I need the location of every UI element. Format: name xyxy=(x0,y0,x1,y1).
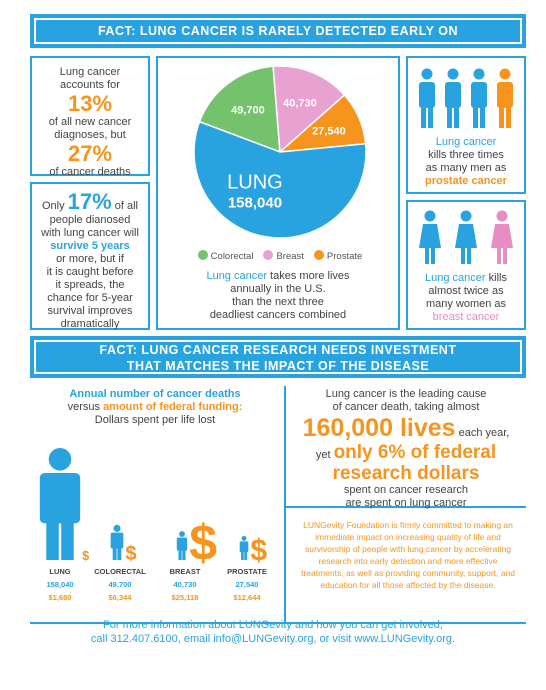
left2-l8: chance for 5-year xyxy=(47,292,133,304)
research-big2: only 6% of federal xyxy=(333,442,497,463)
bar-label-breast: BREAST 40,730 $25,118 xyxy=(169,567,201,602)
man-icon-orange xyxy=(497,68,513,128)
pie-caption: Lung cancer takes more lives annually in… xyxy=(170,270,386,322)
bar-label-lung: LUNG 158,040 $1,680 xyxy=(46,567,74,602)
pie-slice-colorectal xyxy=(198,65,281,154)
right1-hl2: prostate cancer xyxy=(425,175,507,187)
funding-icon-colorectal: $ xyxy=(125,543,136,564)
left2-l3: with lung cancer will xyxy=(41,227,139,239)
legend-breast: Breast xyxy=(263,250,304,262)
pie-caption-l2: annually in the U.S. xyxy=(230,283,326,295)
banner-research: FACT: LUNG CANCER RESEARCH NEEDS INVESTM… xyxy=(30,336,526,378)
death-icon-lung xyxy=(39,448,81,560)
funding-icon-prostate: $ xyxy=(250,534,267,564)
bar-label-colorectal: COLORECTAL 49,700 $6,344 xyxy=(94,567,146,602)
right2-l2: almost twice as xyxy=(428,285,504,297)
research-stat-box: Lung cancer is the leading cause of canc… xyxy=(286,386,526,509)
deaths-title-l3: Dollars spent per life lost xyxy=(94,414,216,426)
research-each: each year, xyxy=(455,427,510,439)
left2-l4: survive 5 years xyxy=(50,240,130,252)
pie-slice-lung xyxy=(193,120,367,239)
death-icon-colorectal xyxy=(110,524,124,560)
research-l4: are spent on lung cancer xyxy=(345,497,467,509)
men-icons xyxy=(408,68,524,130)
footer-l1: For more information about LUNGevity and… xyxy=(103,619,443,631)
stat-box-percentages: Lung cancer accounts for 13% of all new … xyxy=(30,56,150,178)
section-divider xyxy=(284,386,286,622)
man-icon xyxy=(445,68,461,128)
left2-l7: it spreads, the xyxy=(55,279,125,291)
man-icon xyxy=(471,68,487,128)
woman-icon xyxy=(455,210,477,264)
women-comparison-box: Lung cancer kills almost twice as many w… xyxy=(406,200,526,330)
right1-l3: as many men as xyxy=(425,162,507,174)
legend-colorectal: Colorectal xyxy=(197,250,253,262)
left1-l4: diagnoses, but xyxy=(54,129,126,141)
left1-l5: of cancer deaths xyxy=(49,166,131,178)
banner2-l1: FACT: LUNG CANCER RESEARCH NEEDS INVESTM… xyxy=(99,343,457,357)
woman-icon-pink xyxy=(491,210,513,264)
left1-pct1: 13% xyxy=(67,91,113,116)
left2-post: of all xyxy=(114,200,139,212)
funding-icon-breast: $ xyxy=(189,515,217,564)
pie-caption-l3: than the next three xyxy=(232,296,324,308)
left1-l2: accounts for xyxy=(60,79,120,91)
deaths-title-l1: Annual number of cancer deaths xyxy=(69,388,241,400)
left2-pre: Only xyxy=(41,200,65,212)
research-l1: Lung cancer is the leading cause xyxy=(325,388,487,400)
research-yet: yet xyxy=(315,449,334,461)
pie-caption-l1: takes more lives xyxy=(267,270,350,282)
men-comparison-box: Lung cancer kills three times as many me… xyxy=(406,56,526,194)
death-icon-breast xyxy=(176,531,188,560)
research-big3: research dollars xyxy=(332,463,480,484)
pie-legend: Colorectal Breast Prostate xyxy=(180,250,380,262)
left1-pct2: 27% xyxy=(67,141,113,166)
left2-l6: it is caught before xyxy=(46,266,134,278)
right2-hl2: breast cancer xyxy=(432,311,500,323)
pie-label-prostate: 27,540 xyxy=(312,126,346,138)
funding-icon-lung: $ xyxy=(82,549,89,563)
banner-early-detection: FACT: LUNG CANCER IS RARELY DETECTED EAR… xyxy=(30,14,526,48)
legend-prostate: Prostate xyxy=(313,250,362,262)
deaths-title-l2pre: versus xyxy=(67,401,104,413)
footer-contact: For more information about LUNGevity and… xyxy=(0,618,546,646)
bottom-rule xyxy=(30,622,526,624)
pie-label-colorectal: 49,700 xyxy=(231,104,265,116)
left2-l2: people dianosed xyxy=(49,214,131,226)
bar-label-prostate: PROSTATE 27,540 $12,644 xyxy=(227,567,267,602)
foundation-statement: LUNGevity Foundation is firmly committed… xyxy=(301,520,515,590)
pie-caption-l4: deadliest cancers combined xyxy=(209,309,347,321)
left2-l5: or more, but if xyxy=(56,253,124,265)
right2-post: kills xyxy=(485,272,507,284)
banner2-l2: THAT MATCHES THE IMPACT OF THE DISEASE xyxy=(126,359,430,373)
footer-l2: call 312.407.6100, email info@LUNGevity.… xyxy=(90,633,456,645)
woman-icon xyxy=(419,210,441,264)
right2-l3: many women as xyxy=(425,298,507,310)
women-icons xyxy=(408,210,524,266)
right1-hl: Lung cancer xyxy=(435,136,497,148)
right1-l2: kills three times xyxy=(428,149,504,161)
left2-l10: dramatically xyxy=(60,318,120,330)
pie-label-lung-value: 158,040 xyxy=(228,194,282,211)
deaths-funding-chart: $ $ $ $ xyxy=(39,448,267,564)
man-icon xyxy=(419,68,435,128)
pie-caption-hl: Lung cancer xyxy=(206,270,267,282)
research-l3: spent on cancer research xyxy=(343,484,469,496)
infographic: FACT: LUNG CANCER IS RARELY DETECTED EAR… xyxy=(30,14,526,630)
left1-l1: Lung cancer xyxy=(59,66,121,78)
research-l2: of cancer death, taking almost xyxy=(332,401,480,413)
right2-hl: Lung cancer xyxy=(425,272,486,284)
research-big1: 160,000 lives xyxy=(302,414,456,442)
deaths-funding-title: Annual number of cancer deaths versus am… xyxy=(30,388,280,427)
stat-box-survival: Only 17% of all people dianosed with lun… xyxy=(30,182,150,330)
pie-label-breast: 40,730 xyxy=(283,98,317,110)
death-icon-prostate xyxy=(239,536,249,560)
pie-slice-breast xyxy=(272,65,346,154)
deaths-title-l2hl: amount of federal funding: xyxy=(103,401,243,413)
pie-label-lung-name: LUNG xyxy=(227,171,283,193)
left2-pct: 17% xyxy=(67,189,112,214)
left2-l9: survival improves xyxy=(47,305,133,317)
left1-l3: of all new cancer xyxy=(48,116,132,128)
